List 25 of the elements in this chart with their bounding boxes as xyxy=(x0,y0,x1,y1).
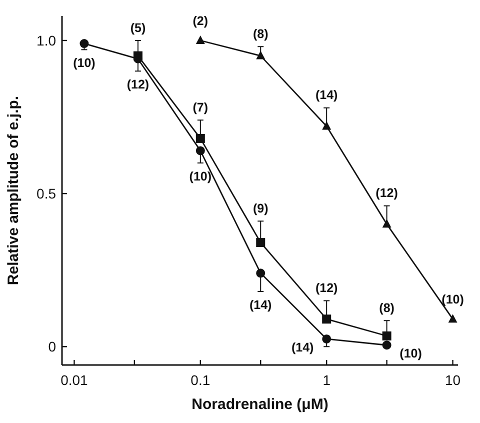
annotation: (14) xyxy=(291,340,314,354)
y-tick-label: 1.0 xyxy=(36,32,56,48)
y-tick-label: 0.5 xyxy=(36,185,56,202)
x-tick-label: 1 xyxy=(322,372,331,388)
annotation: (9) xyxy=(252,201,268,216)
annotation: (10) xyxy=(189,169,212,184)
annotation: (10) xyxy=(442,292,464,306)
x-axis-title: Noradrenaline (μM) xyxy=(192,396,328,413)
annotation: (7) xyxy=(192,100,208,114)
annotation: (10) xyxy=(73,56,96,70)
annotation: (12) xyxy=(315,281,338,296)
x-tick-label: 0.01 xyxy=(60,372,88,388)
y-axis-title: Relative amplitude of e.j.p. xyxy=(5,96,22,286)
annotation: (12) xyxy=(376,186,398,200)
x-tick-label: 10 xyxy=(444,372,461,388)
annotation: (2) xyxy=(192,14,208,28)
annotation: (5) xyxy=(130,20,146,35)
x-tick-label: 0.1 xyxy=(190,372,210,388)
annotation: (14) xyxy=(315,88,338,102)
annotation: (8) xyxy=(252,26,268,41)
annotation: (12) xyxy=(126,77,150,92)
y-tick-label: 0 xyxy=(48,338,56,355)
annotation: (8) xyxy=(379,300,394,315)
annotation: (10) xyxy=(400,346,422,360)
annotation: (14) xyxy=(250,298,272,312)
